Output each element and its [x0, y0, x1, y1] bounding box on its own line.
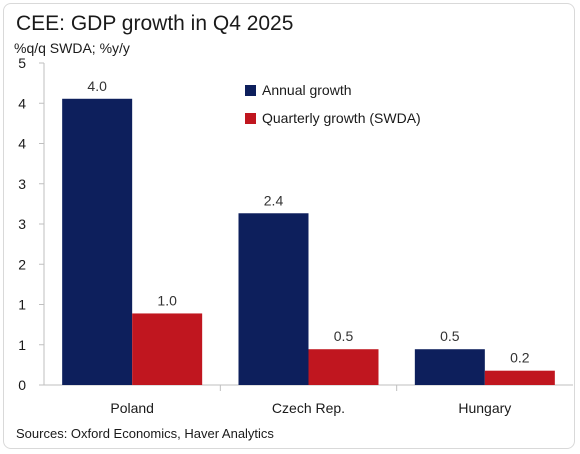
y-tick-label: 2: [18, 256, 26, 272]
data-label: 4.0: [87, 78, 107, 94]
bar-annual-poland: [62, 98, 133, 386]
data-label: 0.5: [334, 328, 354, 344]
legend-label: Annual growth: [262, 82, 352, 98]
y-axis-unit-label: %q/q SWDA; %y/y: [14, 40, 130, 56]
source-note: Sources: Oxford Economics, Haver Analyti…: [16, 426, 274, 441]
y-tick-label: 0: [18, 377, 26, 393]
y-tick-label: 5: [18, 55, 26, 71]
legend-swatch: [245, 113, 256, 124]
bar-annual-hungary: [414, 349, 485, 385]
y-tick-label: 1: [18, 337, 26, 353]
bar-quarterly-poland: [132, 313, 203, 385]
y-tick-label: 4: [18, 136, 26, 152]
data-label: 2.4: [264, 192, 284, 208]
data-label: 0.2: [510, 350, 530, 366]
plot-area: 0 1 1 2 3 3 4 4 5 4.0 1.0 Poland 2.4 0.5 Czech Rep. 0.5…: [18, 55, 573, 416]
legend-label: Quarterly growth (SWDA): [262, 110, 421, 126]
chart-frame: [3, 3, 575, 449]
x-tick-label: Czech Rep.: [272, 400, 345, 416]
bar-annual-czech-rep-: [238, 213, 309, 385]
y-tick-label: 1: [18, 297, 26, 313]
data-label: 1.0: [157, 292, 177, 308]
chart-title: CEE: GDP growth in Q4 2025: [16, 12, 293, 35]
legend: Annual growth Quarterly growth (SWDA): [245, 82, 421, 126]
bar-quarterly-czech-rep-: [308, 349, 379, 385]
x-tick-label: Hungary: [458, 400, 511, 416]
data-label: 0.5: [440, 328, 460, 344]
x-tick-label: Poland: [110, 400, 154, 416]
legend-swatch: [245, 85, 256, 96]
y-tick-label: 4: [18, 95, 26, 111]
y-tick-label: 3: [18, 216, 26, 232]
bar-quarterly-hungary: [484, 370, 555, 385]
y-tick-label: 3: [18, 176, 26, 192]
